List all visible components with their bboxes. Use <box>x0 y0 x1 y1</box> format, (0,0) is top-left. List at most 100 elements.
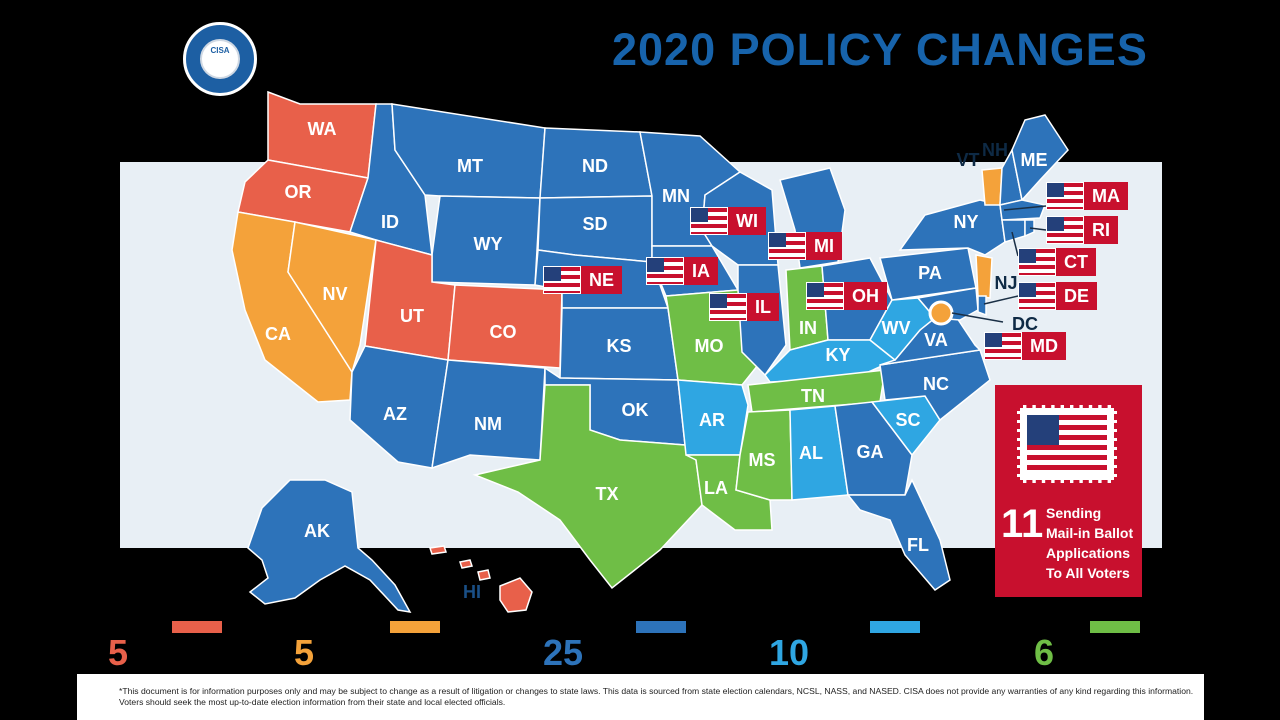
flag-icon <box>1018 248 1056 276</box>
state-tx[interactable] <box>472 384 703 590</box>
flag-icon <box>690 207 728 235</box>
flag-icon <box>543 266 581 294</box>
label-nh: NH <box>982 140 1008 160</box>
label-ut: UT <box>400 306 424 326</box>
legend-count-green: 6 <box>1034 632 1055 673</box>
disclaimer-text: *This document is for information purpos… <box>119 686 1194 707</box>
label-id: ID <box>381 212 399 232</box>
label-or: OR <box>285 182 312 202</box>
eagle-icon <box>200 39 240 79</box>
state-ri[interactable] <box>1024 219 1035 238</box>
label-me: ME <box>1021 150 1048 170</box>
label-ar: AR <box>699 410 725 430</box>
flag-icon <box>1046 182 1084 210</box>
flag-tag-mi: MI <box>768 232 842 260</box>
label-ky: KY <box>825 345 850 365</box>
label-nv: NV <box>322 284 347 304</box>
leader-ma <box>1003 205 1047 211</box>
legend-swatch-green <box>1090 621 1140 633</box>
callout-text: Sending Mail-in Ballot Applications To A… <box>1046 505 1134 581</box>
state-de[interactable] <box>977 295 987 317</box>
flag-tag-ma: MA <box>1046 182 1128 210</box>
label-sd: SD <box>582 214 607 234</box>
flag-tag-oh: OH <box>806 282 887 310</box>
state-ga[interactable] <box>834 401 913 496</box>
label-ca: CA <box>265 324 291 344</box>
leader-dc <box>951 312 1004 323</box>
legend-count-lightblue: 10 <box>769 632 810 673</box>
label-ny: NY <box>953 212 978 232</box>
label-az: AZ <box>383 404 407 424</box>
legend-swatch-red <box>172 621 222 633</box>
leader-ct <box>1011 231 1019 257</box>
label-in: IN <box>799 318 817 338</box>
label-ms: MS <box>749 450 776 470</box>
label-mn: MN <box>662 186 690 206</box>
flag-icon <box>984 332 1022 360</box>
flag-icon <box>709 293 747 321</box>
flag-icon <box>806 282 844 310</box>
legend-swatch-blue <box>636 621 686 633</box>
label-tx: TX <box>595 484 618 504</box>
state-ma[interactable] <box>999 199 1047 221</box>
state-nv[interactable] <box>287 221 377 374</box>
leader-de <box>983 295 1019 305</box>
flag-tag-ne: NE <box>543 266 623 294</box>
flag-stamp-icon <box>1017 405 1117 483</box>
mail-in-callout-card: 11 Sending Mail-in Ballot Applications T… <box>995 385 1142 597</box>
cisa-seal-logo: CISA <box>183 22 257 96</box>
flag-tag-md: MD <box>984 332 1066 360</box>
disclaimer-footer: *This document is for information purpos… <box>77 674 1204 720</box>
legend-count-red: 5 <box>108 632 129 673</box>
label-pa: PA <box>918 263 942 283</box>
label-ks: KS <box>606 336 631 356</box>
legend-swatch-orange <box>390 621 440 633</box>
label-mt: MT <box>457 156 483 176</box>
state-nj[interactable] <box>975 254 993 299</box>
flag-tag-il: IL <box>709 293 779 321</box>
label-wv: WV <box>882 318 911 338</box>
label-wa: WA <box>308 119 337 139</box>
flag-tag-ri: RI <box>1046 216 1118 244</box>
flag-tag-ia: IA <box>646 257 718 285</box>
label-tn: TN <box>801 386 825 406</box>
label-vt: VT <box>956 150 979 170</box>
label-hi: HI <box>463 582 481 602</box>
state-dc[interactable] <box>928 300 954 326</box>
flag-icon <box>1046 216 1084 244</box>
seal-agency-text: CISA <box>210 46 230 55</box>
state-vt[interactable] <box>981 167 1003 206</box>
state-hi[interactable] <box>429 545 533 613</box>
flag-icon <box>768 232 806 260</box>
leader-ri <box>1029 227 1047 231</box>
state-fl[interactable] <box>846 478 951 591</box>
state-wy[interactable] <box>431 195 541 286</box>
label-wy: WY <box>474 234 503 254</box>
label-co: CO <box>490 322 517 342</box>
flag-icon <box>646 257 684 285</box>
flag-tag-wi: WI <box>690 207 766 235</box>
label-nc: NC <box>923 374 949 394</box>
callout-count: 11 <box>1001 502 1044 546</box>
label-ga: GA <box>857 442 884 462</box>
legend-count-blue: 25 <box>543 632 584 673</box>
state-nm[interactable] <box>431 359 546 470</box>
page-title: 2020 POLICY CHANGES <box>612 24 1148 75</box>
legend-count-orange: 5 <box>294 632 315 673</box>
label-mo: MO <box>695 336 724 356</box>
legend-swatch-lightblue <box>870 621 920 633</box>
label-nd: ND <box>582 156 608 176</box>
flag-icon <box>1018 282 1056 310</box>
label-dc: DC <box>1012 314 1038 334</box>
label-sc: SC <box>895 410 920 430</box>
flag-tag-de: DE <box>1018 282 1098 310</box>
label-ok: OK <box>622 400 649 420</box>
label-al: AL <box>799 443 823 463</box>
label-ak: AK <box>304 521 330 541</box>
label-la: LA <box>704 478 728 498</box>
label-nj: NJ <box>994 273 1017 293</box>
label-va: VA <box>924 330 948 350</box>
state-ak[interactable] <box>247 479 412 613</box>
flag-tag-ct: CT <box>1018 248 1096 276</box>
